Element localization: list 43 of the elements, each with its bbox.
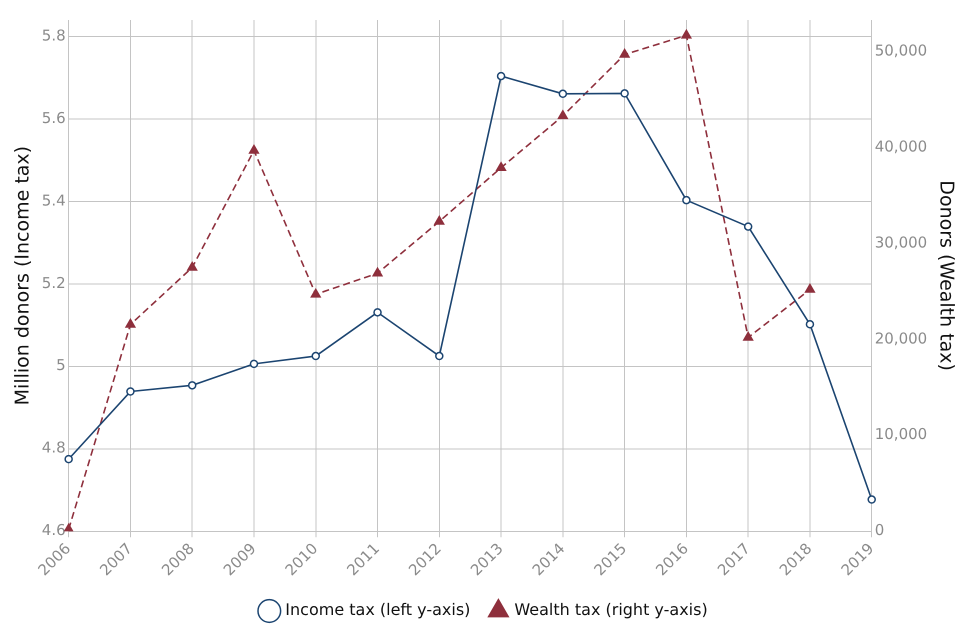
y-tick-label: 5.2: [42, 274, 66, 292]
point: [804, 284, 816, 293]
y-tick-label: 5.4: [42, 191, 66, 210]
point: [620, 48, 630, 58]
point: [743, 332, 754, 341]
y2-tick-label: 50,000: [874, 42, 928, 60]
y-tick-label: 5.6: [42, 108, 66, 127]
y2-axis-title: Donors (Wealth tax): [936, 180, 958, 371]
y-tick-label: 5: [56, 356, 66, 374]
point: [188, 381, 196, 390]
point: [250, 360, 258, 368]
point: [187, 262, 198, 271]
point: [867, 495, 876, 504]
point: [310, 288, 321, 298]
point: [312, 352, 320, 360]
y2-tick-label: 20,000: [874, 329, 928, 348]
legend-label: Income tax (left y-axis): [285, 600, 470, 620]
point: [435, 352, 444, 360]
point: [496, 162, 506, 171]
y2-tick-label: 40,000: [874, 137, 928, 156]
point: [248, 144, 260, 154]
y-tick-label: 4.6: [42, 521, 66, 540]
point: [64, 454, 73, 464]
point: [558, 110, 568, 120]
point: [496, 72, 506, 80]
y2-tick-label: 10,000: [874, 425, 928, 444]
point: [558, 90, 568, 98]
point: [620, 89, 629, 98]
point: [681, 30, 692, 39]
legend-label: Wealth tax (right y-axis): [514, 600, 708, 620]
point: [434, 216, 444, 225]
y2-tick-label: 0: [874, 521, 884, 540]
y-tick-label: 4.8: [42, 438, 66, 457]
point: [806, 320, 814, 329]
point: [125, 318, 136, 328]
point: [373, 308, 382, 317]
point: [682, 196, 691, 204]
point: [372, 267, 383, 276]
y-axis-title: Million donors (Income tax): [11, 146, 34, 406]
point: [744, 222, 752, 231]
y-tick-label: 5.8: [42, 26, 66, 44]
point: [126, 387, 135, 396]
y2-tick-label: 30,000: [874, 233, 928, 252]
